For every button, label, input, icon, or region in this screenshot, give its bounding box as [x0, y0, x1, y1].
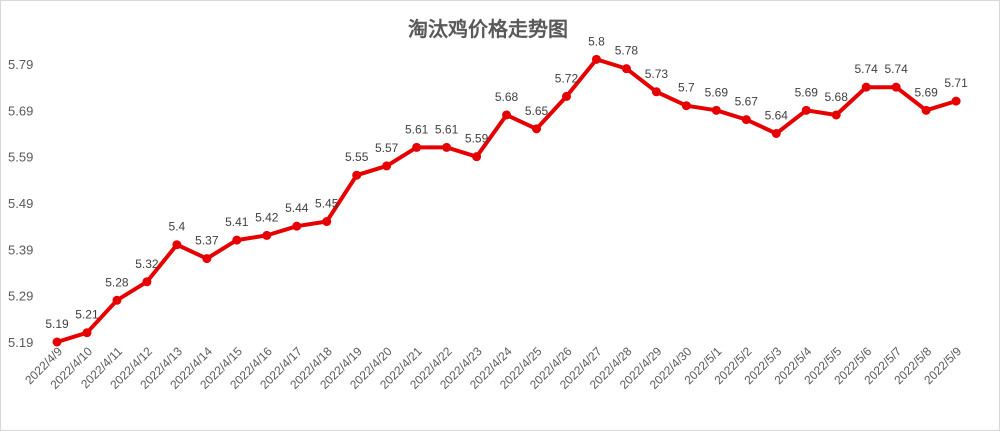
data-point	[322, 217, 332, 227]
data-label: 5.7	[678, 81, 695, 95]
data-label: 5.67	[735, 95, 759, 109]
data-point	[142, 277, 152, 287]
data-label: 5.55	[345, 150, 369, 164]
data-label: 5.41	[225, 215, 249, 229]
data-label: 5.28	[105, 275, 129, 289]
data-point	[112, 295, 122, 305]
data-label: 5.45	[315, 197, 339, 211]
data-label: 5.69	[795, 85, 819, 99]
data-label: 5.78	[615, 44, 639, 58]
data-label: 5.74	[884, 62, 908, 76]
y-tick-label: 5.19	[8, 335, 33, 350]
data-point	[891, 82, 901, 92]
data-point	[412, 142, 422, 152]
chart-title: 淘汰鸡价格走势图	[408, 17, 568, 41]
data-label: 5.69	[914, 85, 938, 99]
data-label: 5.68	[495, 90, 519, 104]
data-label: 5.8	[588, 34, 605, 48]
data-label: 5.72	[555, 71, 579, 85]
data-label: 5.37	[195, 234, 219, 248]
data-point	[771, 129, 781, 138]
y-tick-label: 5.69	[8, 103, 33, 118]
data-point	[502, 110, 512, 120]
data-points	[52, 54, 961, 347]
data-label: 5.42	[255, 210, 279, 224]
data-point	[52, 337, 62, 347]
data-point	[621, 64, 631, 74]
data-point	[232, 235, 242, 245]
data-point	[382, 161, 392, 171]
data-point	[951, 96, 961, 106]
data-point	[681, 101, 691, 111]
data-label: 5.21	[75, 308, 99, 322]
y-tick-label: 5.29	[8, 289, 33, 304]
data-point	[591, 54, 601, 64]
data-point	[561, 91, 571, 101]
data-label: 5.19	[45, 317, 69, 331]
data-labels: 5.19 5.21 5.28 5.32 5.4 5.37 5.41 5.42 5.44 5.45 5…	[45, 34, 968, 331]
data-label: 5.65	[525, 104, 549, 118]
data-point	[651, 87, 661, 97]
data-point	[831, 110, 841, 120]
data-label: 5.61	[405, 122, 429, 136]
data-label: 5.64	[765, 109, 789, 123]
y-tick-label: 5.79	[8, 57, 33, 72]
data-point	[202, 254, 212, 264]
data-point	[711, 105, 721, 115]
data-label: 5.4	[169, 220, 186, 234]
data-label: 5.59	[465, 132, 489, 146]
data-point	[82, 328, 92, 338]
data-point	[292, 221, 302, 231]
data-point	[172, 240, 182, 250]
data-label: 5.69	[705, 85, 729, 99]
data-point	[352, 170, 362, 180]
data-label: 5.32	[135, 257, 159, 271]
y-tick-label: 5.59	[8, 150, 33, 165]
y-axis-ticks: 5.19 5.29 5.39 5.49 5.59 5.69 5.79	[8, 57, 33, 350]
data-point	[741, 115, 751, 125]
data-label: 5.68	[825, 90, 849, 104]
data-label: 5.71	[944, 76, 968, 90]
data-point	[921, 105, 931, 115]
data-point	[532, 124, 542, 134]
data-label: 5.74	[855, 62, 879, 76]
data-label: 5.44	[285, 201, 309, 215]
data-label: 5.61	[435, 122, 459, 136]
data-point	[442, 142, 452, 152]
data-point	[262, 230, 272, 240]
y-tick-label: 5.49	[8, 196, 33, 211]
data-label: 5.57	[375, 141, 399, 155]
x-axis-ticks: 2022/4/92022/4/102022/4/112022/4/122022/…	[22, 344, 964, 392]
data-point	[472, 152, 482, 162]
data-point	[801, 105, 811, 115]
y-tick-label: 5.39	[8, 242, 33, 257]
data-point	[861, 82, 871, 92]
data-label: 5.73	[645, 67, 669, 81]
